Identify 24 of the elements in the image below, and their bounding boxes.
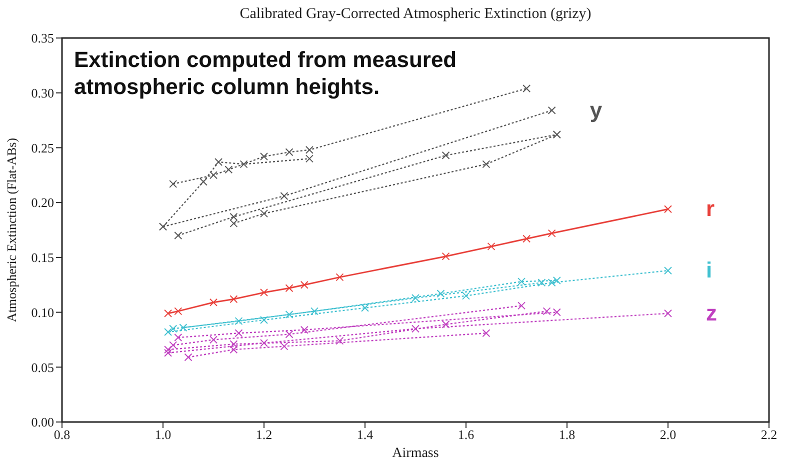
y-tick-label: 0.00 [31, 414, 54, 430]
series-label: z [706, 300, 717, 326]
x-tick-label: 1.0 [154, 427, 172, 442]
series-label: r [706, 196, 715, 222]
y-axis-title: Atmospheric Extinction (Flat-ABs) [4, 138, 20, 322]
x-axis-title: Airmass [391, 446, 440, 462]
x-tick-label: 1.8 [558, 427, 576, 442]
annotation: Extinction computed from measured atmospheric column heights. [74, 46, 458, 100]
x-tick-label: 1.6 [458, 427, 475, 442]
x-tick-label: 0.8 [54, 427, 70, 442]
y-tick-label: 0.35 [31, 30, 54, 46]
series-label: i [706, 258, 712, 283]
x-tick-label: 2.2 [760, 427, 778, 442]
y-tick-label: 0.25 [31, 140, 54, 156]
y-tick-label: 0.05 [31, 360, 54, 375]
y-tick-label: 0.20 [31, 195, 54, 210]
y-tick-label: 0.10 [31, 304, 54, 320]
chart-title: Calibrated Gray-Corrected Atmospheric Extinction (grizy) [238, 6, 592, 23]
x-tick-label: 1.4 [356, 427, 374, 442]
y-tick-label: 0.30 [31, 85, 54, 100]
y-tick-label: 0.15 [31, 250, 54, 266]
x-tick-label: 1.2 [256, 427, 272, 442]
x-tick-label: 2.0 [660, 427, 676, 442]
series-label: y [590, 97, 603, 122]
